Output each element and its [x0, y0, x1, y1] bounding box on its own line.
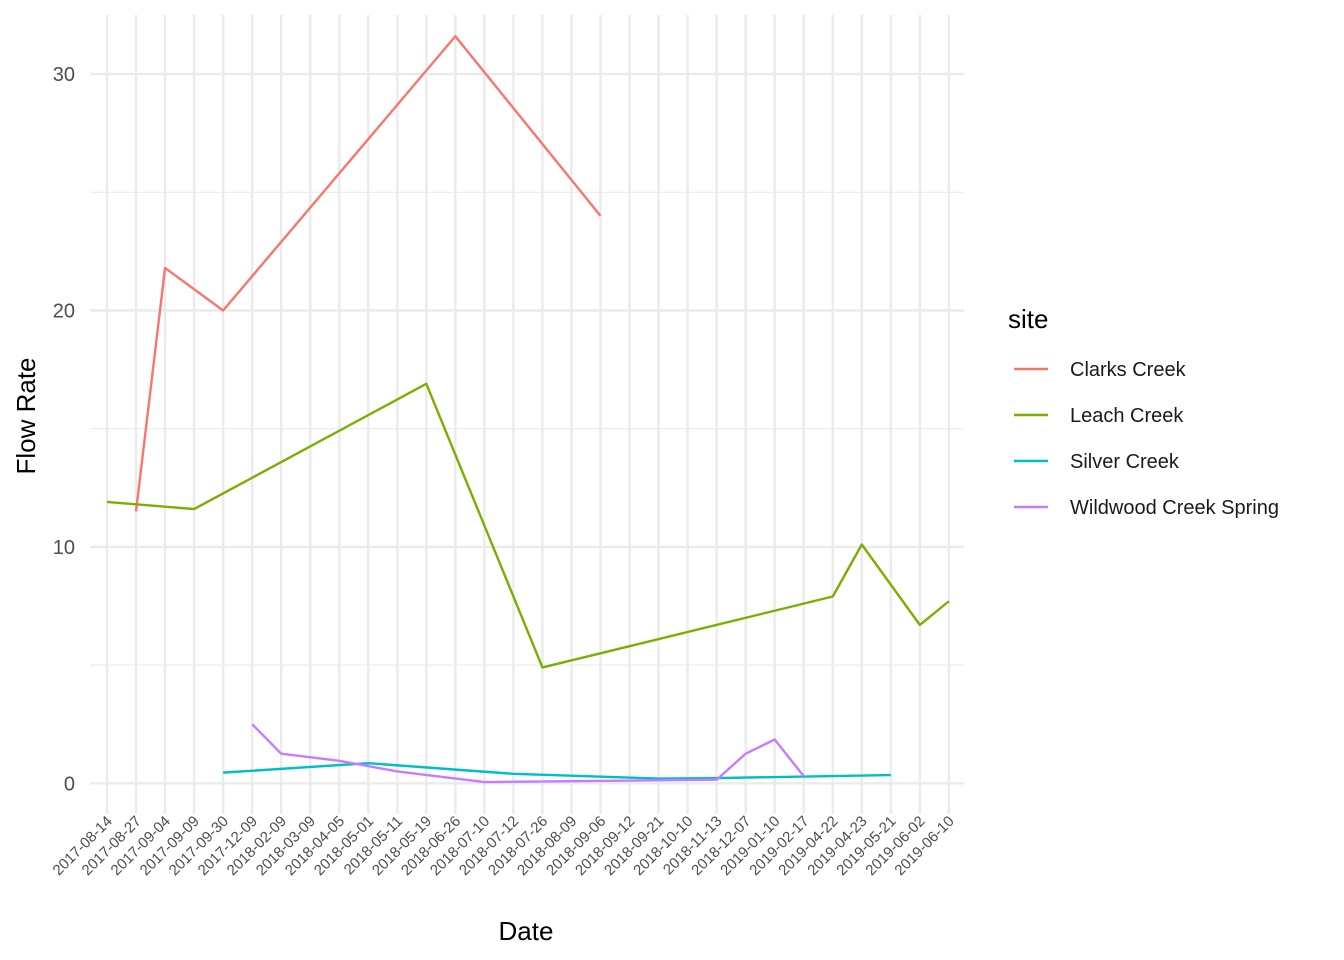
series-line	[134, 35, 602, 512]
legend-label: Clarks Creek	[1070, 359, 1187, 381]
grid-minor	[90, 191, 964, 666]
y-tick-label: 20	[53, 300, 75, 322]
legend-label: Silver Creek	[1070, 451, 1180, 473]
series-lines	[106, 35, 950, 784]
legend: site Clarks Creek Leach Creek Silver Creek…	[1008, 304, 1279, 519]
y-tick-labels: 0 10 20 30	[53, 64, 75, 795]
legend-title: site	[1008, 304, 1048, 334]
y-axis-title: Flow Rate	[11, 357, 41, 474]
series-line	[223, 761, 891, 780]
y-tick-label: 10	[53, 537, 75, 559]
grid-major	[90, 15, 964, 814]
x-axis-title: Date	[499, 916, 554, 946]
y-tick-label: 0	[64, 773, 75, 795]
legend-label: Wildwood Creek Spring	[1070, 497, 1279, 519]
series-line	[106, 382, 950, 669]
legend-label: Leach Creek	[1070, 405, 1184, 427]
series-line	[251, 723, 805, 784]
y-tick-label: 30	[53, 64, 75, 86]
